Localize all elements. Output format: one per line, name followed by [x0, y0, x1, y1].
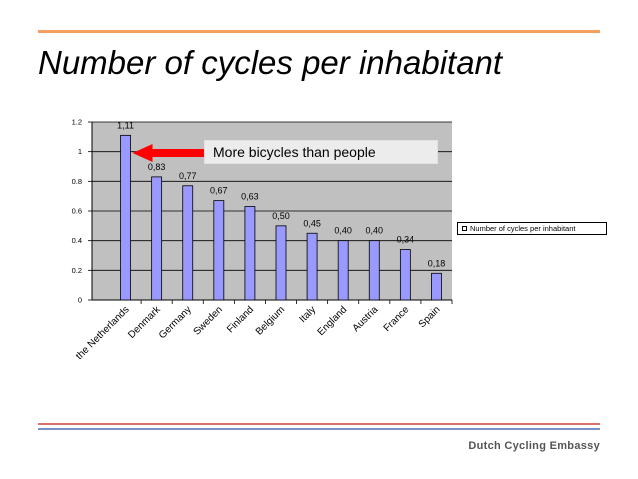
footer-rule-blue — [38, 428, 600, 430]
bar — [151, 176, 163, 301]
bar — [399, 249, 411, 301]
x-tick-label: the Netherlands — [74, 304, 132, 362]
chart-legend: Number of cycles per inhabitant — [457, 222, 607, 235]
data-label: 0,67 — [210, 186, 228, 196]
x-tick-label: Spain — [417, 304, 443, 330]
y-tick-label: 0.4 — [72, 236, 82, 245]
x-tick-label: Germany — [157, 304, 194, 341]
data-label: 0,63 — [241, 192, 259, 202]
callout-box: More bicycles than people — [204, 140, 438, 164]
x-tick-label: France — [382, 304, 412, 334]
arrow-head — [132, 144, 153, 162]
x-tick-label: Finland — [225, 304, 256, 335]
x-tick-label: Italy — [297, 304, 318, 325]
data-label: 0,40 — [366, 226, 384, 236]
x-tick-label: Sweden — [192, 304, 225, 337]
data-label: 0,77 — [179, 171, 197, 181]
footer-rule-red — [38, 423, 600, 425]
y-tick-label: 0.8 — [72, 177, 82, 186]
bar — [306, 232, 318, 301]
arrow-shaft — [150, 149, 205, 157]
bar — [368, 240, 380, 301]
data-label: 0,83 — [148, 162, 166, 172]
bar — [244, 206, 256, 301]
bar — [337, 240, 349, 301]
y-tick-label: 1.2 — [72, 118, 82, 127]
top-accent-rule — [38, 30, 600, 33]
x-tick-label: Belgium — [254, 304, 287, 337]
y-tick-label: 0.6 — [72, 207, 82, 216]
legend-label: Number of cycles per inhabitant — [470, 224, 576, 233]
legend-swatch — [462, 226, 467, 231]
data-label: 1,11 — [117, 120, 134, 130]
bar — [120, 134, 131, 301]
bar — [431, 272, 442, 301]
data-label: 0,50 — [272, 211, 290, 221]
y-tick-label: 0.2 — [72, 266, 82, 275]
data-label: 0,18 — [428, 258, 446, 268]
x-tick-label: Austria — [351, 304, 381, 334]
y-tick-label: 0 — [78, 296, 82, 305]
data-label: 0,40 — [334, 226, 352, 236]
footer-brand: Dutch Cycling Embassy — [468, 440, 600, 452]
slide-title: Number of cycles per inhabitant — [38, 44, 503, 81]
data-label: 0,34 — [397, 235, 415, 245]
data-label: 0,45 — [303, 218, 321, 228]
x-tick-label: England — [316, 304, 350, 338]
bar — [213, 200, 225, 301]
bar — [275, 225, 287, 301]
y-tick-label: 1 — [78, 147, 82, 156]
bar — [182, 185, 194, 301]
